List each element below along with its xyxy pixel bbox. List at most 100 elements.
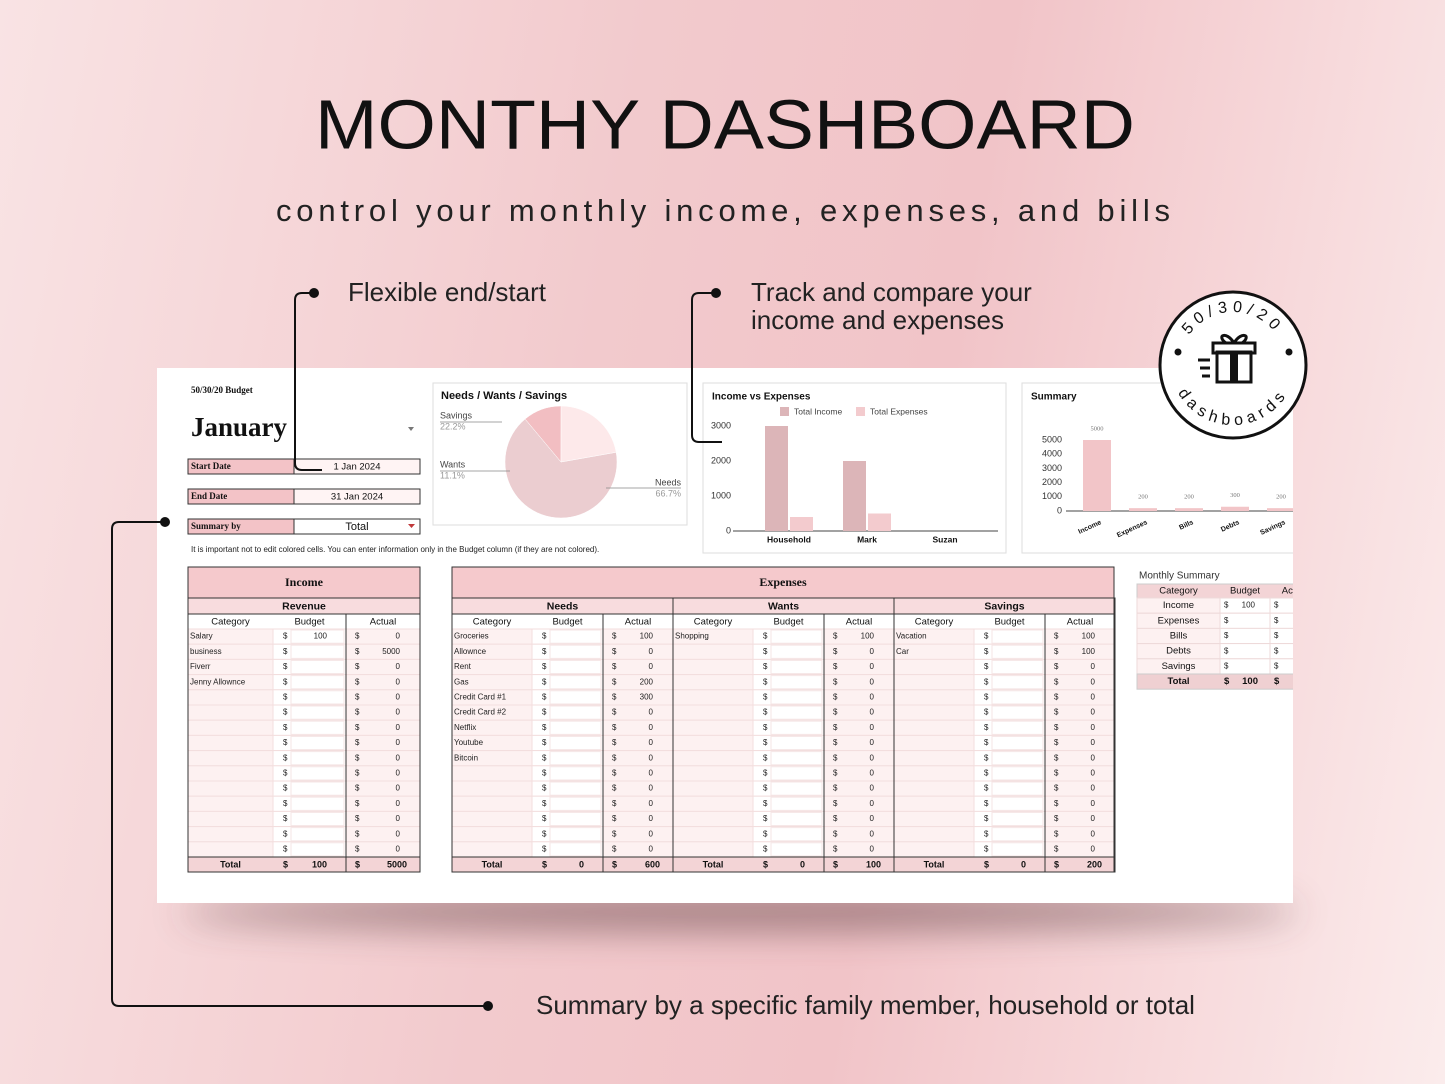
table-border	[451, 566, 1115, 873]
actual-value: 0	[870, 845, 875, 854]
page-title: MONTHY DASHBOARD	[315, 85, 1135, 163]
currency-symbol: $	[542, 753, 547, 762]
budget-input	[290, 690, 345, 705]
total-actual: 200	[1087, 859, 1102, 869]
actual-value: 0	[1091, 723, 1096, 732]
currency-symbol: $	[283, 753, 288, 762]
category-name: Rent	[454, 662, 472, 671]
summary-actual-cell	[1269, 658, 1293, 675]
currency-symbol: $	[1224, 646, 1229, 655]
budget-input	[549, 720, 602, 735]
category-name: Salary	[190, 632, 213, 641]
currency-symbol: $	[542, 677, 547, 686]
budget-input	[549, 766, 602, 781]
actual-value: 0	[649, 662, 654, 671]
summary-total-budget: 100	[1242, 676, 1258, 687]
table-title: Income	[285, 575, 324, 589]
actual-value: 0	[870, 799, 875, 808]
currency-symbol: $	[542, 769, 547, 778]
bar	[765, 426, 788, 531]
currency-symbol: $	[984, 753, 989, 762]
section-header: Wants	[768, 600, 799, 612]
currency-symbol: $	[355, 799, 360, 808]
currency-symbol: $	[833, 769, 838, 778]
callout-lines	[111, 292, 722, 1007]
column-header: Category	[694, 617, 733, 628]
budget-input	[290, 781, 345, 796]
currency-symbol: $	[984, 677, 989, 686]
chart: Income vs Expenses 0 1000 2000 3000 Total Inc…	[702, 382, 1007, 554]
currency-symbol: $	[542, 723, 547, 732]
field-value: Total	[345, 521, 368, 533]
actual-value: 0	[649, 814, 654, 823]
currency-symbol: $	[612, 662, 617, 671]
summary-category: Bills	[1170, 631, 1188, 642]
budget-input	[770, 842, 823, 857]
sheet-label: 50/30/20 Budget	[191, 385, 253, 395]
category-cell	[451, 841, 533, 858]
category-cell	[893, 674, 975, 691]
bar	[1129, 508, 1157, 511]
currency-symbol: $	[612, 769, 617, 778]
budget-input	[549, 751, 602, 766]
column-header: Category	[1159, 586, 1198, 597]
sheet-content: 50/30/20 Budget January Start Date 1 Jan 20…	[187, 382, 1293, 873]
total-actual: 100	[866, 859, 881, 869]
budget-input	[770, 690, 823, 705]
currency-symbol: $	[1054, 814, 1059, 823]
y-tick-label: 1000	[1042, 491, 1062, 501]
budget-input	[290, 720, 345, 735]
bar	[843, 461, 866, 531]
currency-symbol: $	[1274, 646, 1279, 655]
column-header: Category	[211, 617, 250, 628]
actual-value: 0	[870, 784, 875, 793]
currency-symbol: $	[355, 723, 360, 732]
y-tick-label: 0	[726, 525, 731, 535]
callout-text: Track and compare your	[751, 277, 1032, 307]
pie-label: Savings	[440, 410, 473, 420]
sheet-note: It is important not to edit colored cell…	[191, 545, 599, 554]
category-cell	[893, 841, 975, 858]
currency-symbol: $	[833, 845, 838, 854]
currency-symbol: $	[283, 814, 288, 823]
currency-symbol: $	[283, 647, 288, 656]
category-cell	[672, 750, 754, 767]
category-cell	[187, 826, 274, 843]
total-actual: 600	[645, 859, 660, 869]
gift-motion	[1198, 358, 1210, 378]
callout-line	[691, 292, 722, 443]
currency-symbol: $	[283, 799, 288, 808]
budget-input	[549, 644, 602, 659]
currency-symbol: $	[542, 814, 547, 823]
currency-symbol: $	[1274, 601, 1279, 610]
category-cell	[672, 734, 754, 752]
summary-actual-cell	[1269, 612, 1293, 629]
category-name: Gas	[454, 677, 469, 686]
callout-line	[111, 521, 488, 1007]
budget-input	[290, 659, 345, 675]
actual-value: 0	[1091, 738, 1096, 747]
actual-value: 0	[649, 708, 654, 717]
category-name: Shopping	[675, 632, 709, 641]
budget-input	[991, 705, 1044, 720]
legend-label: Total Income	[794, 406, 842, 416]
currency-symbol: $	[1054, 829, 1059, 838]
actual-value: 0	[1091, 814, 1096, 823]
category-name: Allownce	[454, 647, 487, 656]
budget-input	[290, 842, 345, 857]
y-tick-label: 1000	[711, 490, 731, 500]
category-name: Credit Card #2	[454, 708, 507, 717]
currency-symbol: $	[355, 814, 360, 823]
column-header: Budget	[1230, 586, 1260, 597]
category-cell	[672, 780, 754, 797]
currency-symbol: $	[1224, 676, 1230, 687]
budget-input	[549, 659, 602, 675]
currency-symbol: $	[1274, 616, 1279, 625]
currency-symbol: $	[984, 799, 989, 808]
currency-symbol: $	[283, 738, 288, 747]
currency-symbol: $	[612, 784, 617, 793]
y-tick-label: 0	[1057, 505, 1062, 515]
summary-category: Debts	[1166, 646, 1191, 657]
actual-value: 0	[870, 753, 875, 762]
currency-symbol: $	[542, 662, 547, 671]
